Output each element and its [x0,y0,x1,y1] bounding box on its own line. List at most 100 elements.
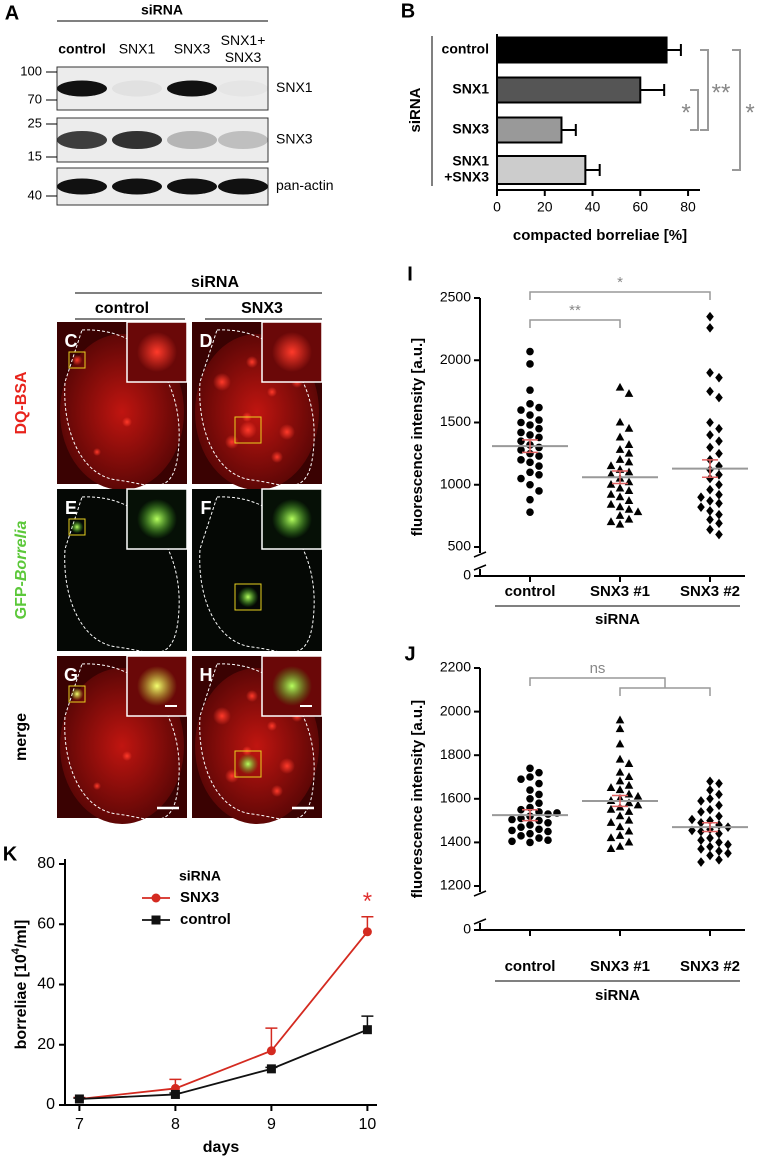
data-point [715,529,723,540]
data-point [508,815,516,824]
data-point [624,467,634,476]
data-point [526,360,534,368]
data-point [715,800,723,811]
data-point [706,442,714,453]
data-point [535,834,543,842]
panel-label: F [201,498,212,518]
significance-label: ** [569,302,581,319]
significance-bracket [690,89,699,131]
y-tick-label: 0 [46,1096,55,1113]
data-point [624,457,634,466]
blot-band [112,80,162,97]
x-tick-label: 20 [537,199,553,215]
blot-band [218,178,268,195]
data-point [706,386,714,397]
spot [122,417,132,427]
y-tick-label: 0 [463,567,471,583]
spot [279,424,295,440]
micrograph [57,488,188,654]
category-label: SNX3 #1 [590,583,650,600]
panel-label: E [65,498,77,518]
data-point [706,367,714,378]
significance-bracket [700,49,709,131]
bacterium [70,687,84,701]
y-axis-label-part: borreliae [10 [13,954,30,1049]
y-tick-label: 20 [37,1036,55,1053]
data-point [706,841,714,852]
data-point [624,780,634,789]
data-point [535,487,543,495]
data-point [526,495,534,504]
bacterium [237,753,259,775]
category-label: SNX3 [452,121,489,137]
data-point [615,432,625,441]
significance-label: ns [590,660,606,677]
data-point [544,818,552,827]
data-point [517,805,525,814]
marker-label: 15 [28,148,42,163]
y-tick-label: 1800 [440,746,471,762]
data-point [615,841,625,850]
significance-label: * [617,274,623,291]
data-point [615,483,625,492]
data-point [606,469,616,478]
panel-label: I [407,263,413,285]
data-point [706,496,714,506]
data-point [706,815,714,826]
data-point [362,1025,372,1035]
data-point [715,423,723,434]
roi-box [234,416,262,444]
cell-outline [199,496,315,654]
data-point [615,492,625,501]
y-tick-label: 1200 [440,877,471,893]
spot [246,356,258,368]
data-point [526,508,534,516]
bar [496,76,642,104]
data-point [517,823,525,831]
spot [271,451,283,463]
data-point [715,461,723,471]
blot-band [112,131,162,149]
blot-band [218,81,268,97]
group-label: siRNA [141,2,183,18]
significance-label: * [745,99,754,126]
data-point [526,795,534,803]
data-point [526,386,534,394]
error-bar [561,124,577,136]
data-point [706,484,714,495]
inset-content [137,499,177,539]
axis-break [473,551,487,558]
blot-band [57,178,107,195]
band-label: SNX1 [276,79,313,95]
sem-bar [612,794,628,808]
x-tick-label: 10 [359,1116,377,1133]
micrograph [192,488,323,654]
data-point [535,799,543,807]
data-point [715,837,723,848]
data-point [697,502,705,512]
data-point [606,804,616,813]
data-point [624,496,634,504]
x-tick-label: 60 [633,199,649,215]
data-point [715,828,723,839]
data-point [535,443,543,452]
data-point [508,826,516,835]
data-point [615,417,625,426]
micrograph [192,321,323,490]
data-point [715,436,723,446]
roi-box [234,750,262,778]
spot [93,448,101,456]
data-point [706,794,714,804]
inset-content [137,332,177,372]
bar [496,116,563,144]
row-label: merge [13,713,30,761]
error-bar [585,164,601,176]
data-point [615,776,625,785]
data-point [615,785,625,794]
significance-bracket [732,49,741,171]
series-line [79,1028,368,1100]
sem-bar [522,808,538,822]
data-point [615,831,625,839]
panel-label: B [401,0,415,22]
data-point [544,810,552,818]
